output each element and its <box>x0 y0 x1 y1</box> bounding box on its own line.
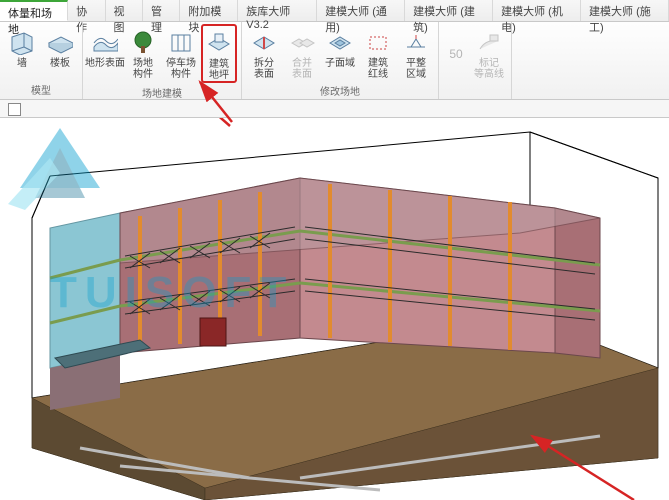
property-line-button[interactable]: 建筑 红线 <box>360 24 396 81</box>
watermark-logo <box>0 118 120 228</box>
tab-bm-arch[interactable]: 建模大师 (建筑) <box>405 0 493 21</box>
tree-icon <box>129 28 157 56</box>
label-contours-label: 标记 等高线 <box>474 58 504 80</box>
label-contours-button: 标记 等高线 <box>471 24 507 84</box>
floor-icon <box>46 28 74 56</box>
graded-region-button[interactable]: 平整 区域 <box>398 24 434 81</box>
tab-famlib[interactable]: 族库大师V3.2 <box>238 0 317 21</box>
tab-bm-general[interactable]: 建模大师 (通用) <box>317 0 405 21</box>
subregion-label: 子面域 <box>325 58 355 69</box>
contour-value: 50 <box>443 24 469 84</box>
floor-label: 楼板 <box>50 58 70 69</box>
graded-region-icon <box>402 28 430 56</box>
toposurface-icon <box>91 28 119 56</box>
ribbon-group-modify-site: 拆分 表面 合并 表面 子面域 建筑 红线 <box>242 22 439 99</box>
wall-label: 墙 <box>17 58 27 69</box>
building-pad-label: 建筑 地坪 <box>209 59 229 81</box>
ribbon: 墙 楼板 模型 地形表面 场地 构件 <box>0 22 669 100</box>
toposurface-button[interactable]: 地形表面 <box>87 24 123 83</box>
ribbon-group-model: 墙 楼板 模型 <box>0 22 83 99</box>
building-pad-button[interactable]: 建筑 地坪 <box>201 24 237 83</box>
tab-manage[interactable]: 管理 <box>143 0 180 21</box>
ribbon-group-site-model: 地形表面 场地 构件 停车场 构件 建筑 地坪 场地建模 <box>83 22 242 99</box>
tab-bm-constr[interactable]: 建模大师 (施工) <box>581 0 669 21</box>
graded-region-label: 平整 区域 <box>406 58 426 80</box>
parking-icon <box>167 28 195 56</box>
tab-collab[interactable]: 协作 <box>68 0 105 21</box>
group-title-modify-site: 修改场地 <box>320 81 360 100</box>
split-icon <box>250 28 278 56</box>
split-surface-button[interactable]: 拆分 表面 <box>246 24 282 81</box>
watermark-text: TUISOFT <box>50 268 294 318</box>
ribbon-group-label: 50 标记 等高线 <box>439 22 512 99</box>
parking-button[interactable]: 停车场 构件 <box>163 24 199 83</box>
site-component-label: 场地 构件 <box>133 58 153 80</box>
horizontal-ruler <box>0 100 669 118</box>
subregion-icon <box>326 28 354 56</box>
tab-bm-mep[interactable]: 建模大师 (机电) <box>493 0 581 21</box>
merge-surface-button: 合并 表面 <box>284 24 320 81</box>
wall-button[interactable]: 墙 <box>4 24 40 80</box>
tab-addins[interactable]: 附加模块 <box>180 0 238 21</box>
toposurface-label: 地形表面 <box>85 58 125 69</box>
subregion-button[interactable]: 子面域 <box>322 24 358 81</box>
group-title-model: 模型 <box>31 80 51 99</box>
merge-surface-label: 合并 表面 <box>292 58 312 80</box>
wall-icon <box>8 28 36 56</box>
tab-mass-site[interactable]: 体量和场地 <box>0 0 68 21</box>
building-pad-icon <box>205 29 233 57</box>
property-line-icon <box>364 28 392 56</box>
tag-icon <box>475 28 503 56</box>
ribbon-tab-strip: 体量和场地 协作 视图 管理 附加模块 族库大师V3.2 建模大师 (通用) 建… <box>0 0 669 22</box>
merge-icon <box>288 28 316 56</box>
group-title-label <box>474 84 477 99</box>
3d-viewport[interactable]: TUISOFT <box>0 118 669 500</box>
tab-view[interactable]: 视图 <box>106 0 143 21</box>
site-component-button[interactable]: 场地 构件 <box>125 24 161 83</box>
split-surface-label: 拆分 表面 <box>254 58 274 80</box>
property-line-label: 建筑 红线 <box>368 58 388 80</box>
floor-button[interactable]: 楼板 <box>42 24 78 80</box>
parking-label: 停车场 构件 <box>166 58 196 80</box>
